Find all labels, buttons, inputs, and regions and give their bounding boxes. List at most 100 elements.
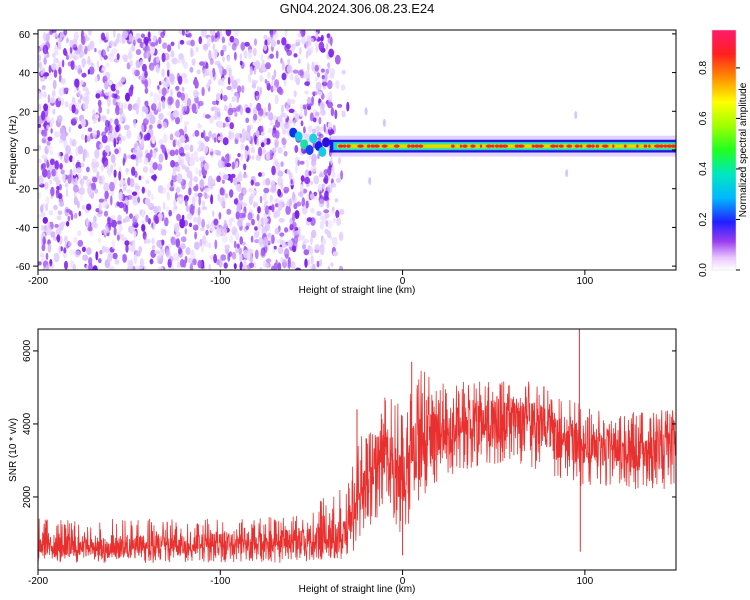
signal-band-peak (410, 144, 416, 148)
noise-blob (126, 194, 133, 200)
noise-blob (293, 119, 296, 127)
spectrogram-y-tick-label: 60 (19, 30, 31, 41)
noise-blob (150, 42, 156, 47)
noise-blob (212, 210, 215, 217)
noise-blob (148, 124, 153, 130)
noise-blob (306, 159, 309, 169)
noise-blob (49, 158, 55, 166)
noise-blob (258, 172, 263, 177)
noise-blob (65, 145, 71, 155)
noise-blob (334, 198, 339, 203)
noise-blob (101, 115, 107, 122)
noise-blob (92, 176, 98, 183)
noise-blob (119, 107, 123, 115)
noise-blob (144, 87, 149, 94)
noise-blob (276, 39, 280, 45)
noise-blob (280, 112, 286, 118)
noise-blob (161, 239, 165, 246)
noise-blob (217, 78, 223, 86)
noise-blob (307, 97, 311, 105)
noise-blob (161, 52, 166, 63)
noise-blob (184, 124, 188, 134)
noise-blob (282, 242, 288, 248)
noise-blob (86, 203, 92, 211)
noise-blob (51, 63, 57, 71)
noise-blob (307, 125, 313, 133)
noise-blob (284, 227, 289, 233)
noise-blob (133, 148, 136, 157)
noise-blob (153, 109, 158, 115)
noise-blob (308, 154, 312, 160)
noise-blob (94, 47, 97, 53)
noise-blob (132, 191, 138, 196)
noise-blob (77, 64, 82, 75)
noise-blob (231, 251, 237, 260)
noise-blob (228, 130, 232, 140)
noise-blob (57, 96, 62, 102)
noise-blob (76, 167, 82, 174)
noise-blob (133, 118, 137, 126)
noise-blob (79, 187, 85, 196)
noise-blob (133, 141, 139, 151)
noise-blob (38, 175, 44, 186)
noise-blob (46, 140, 51, 146)
noise-blob (280, 257, 285, 263)
noise-blob (69, 45, 73, 54)
noise-blob (316, 211, 322, 216)
noise-blob (148, 77, 152, 87)
noise-blob (311, 229, 317, 239)
noise-blob (140, 33, 145, 39)
signal-band-peak (591, 144, 595, 148)
noise-blob (59, 201, 64, 207)
noise-blob (271, 129, 277, 138)
noise-blob (253, 113, 258, 121)
noise-blob (40, 211, 46, 218)
noise-blob (243, 130, 250, 140)
noise-blob (267, 55, 270, 60)
noise-blob (294, 145, 299, 153)
noise-blob (99, 37, 102, 45)
noise-blob (162, 201, 166, 211)
noise-blob (164, 217, 169, 227)
noise-blob (38, 192, 42, 200)
noise-blob (154, 250, 161, 255)
noise-blob (327, 219, 333, 229)
noise-blob (323, 209, 330, 214)
noise-blob (219, 64, 223, 75)
noise-blob (297, 159, 300, 166)
noise-blob (185, 30, 189, 33)
noise-blob (47, 243, 52, 253)
noise-blob (248, 49, 254, 54)
noise-blob (278, 88, 284, 96)
noise-blob (272, 184, 277, 192)
noise-blob (215, 93, 221, 101)
noise-blob (327, 184, 333, 194)
noise-blob (184, 93, 189, 100)
noise-blob (110, 83, 117, 92)
noise-blob (277, 246, 284, 255)
noise-blob (78, 124, 82, 129)
signal-band-peak (574, 144, 580, 148)
noise-blob (160, 254, 164, 263)
spectral-wisp (368, 176, 372, 185)
noise-blob (318, 133, 324, 139)
noise-blob (48, 72, 54, 81)
signal-band-peak (580, 144, 583, 148)
noise-blob (110, 195, 113, 206)
snr-x-tick-label: -100 (210, 576, 230, 587)
noise-blob (204, 136, 210, 142)
noise-blob (162, 30, 166, 36)
noise-blob (229, 189, 234, 198)
noise-blob (233, 240, 237, 249)
snr-y-label: SNR (10 * v/v) (8, 418, 19, 482)
noise-blob (205, 72, 210, 76)
noise-blob (311, 91, 318, 96)
noise-blob (208, 79, 212, 86)
snr-panel: -200 -100 0 100 2000 4000 6000 Height of strai… (8, 328, 677, 595)
noise-blob (40, 204, 44, 213)
noise-blob (176, 165, 181, 173)
noise-blob (317, 91, 323, 96)
noise-blob (262, 111, 266, 119)
noise-blob (189, 222, 192, 227)
noise-blob (287, 239, 293, 248)
